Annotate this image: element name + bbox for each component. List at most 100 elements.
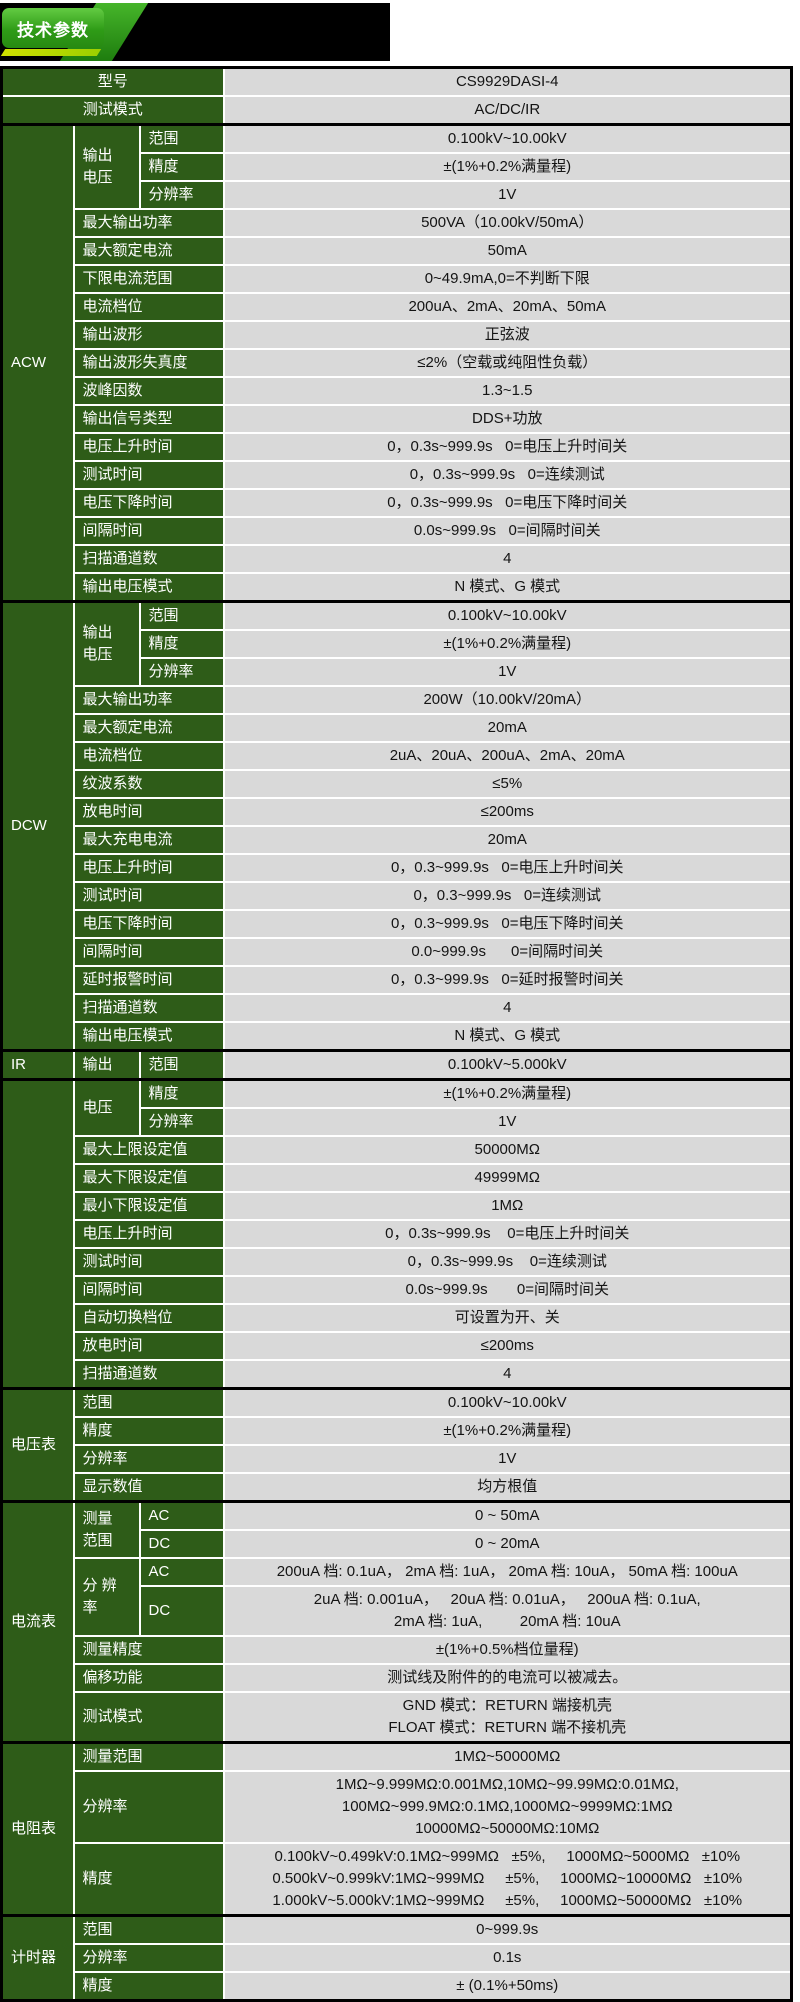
label-cell: 自动切换档位	[72, 1303, 225, 1333]
value-cell: 0，0.3~999.9s 0=连续测试	[222, 881, 793, 911]
label-cell: 精度	[138, 1078, 225, 1109]
label-cell: 扫描通道数	[72, 544, 225, 574]
table-row: 电流档位 2uA、20uA、200uA、2mA、20mA	[2, 741, 793, 771]
spec-table: 型号 CS9929DASI-4 测试模式 AC/DC/IR ACW 输出 电压 范围 0.10…	[0, 66, 793, 2002]
label-cell: 测试模式	[0, 95, 225, 126]
value-cell: ±(1%+0.5%档位量程)	[222, 1635, 793, 1665]
value-cell: 0.100kV~10.00kV	[222, 123, 793, 154]
label-cell: 电压下降时间	[72, 909, 225, 939]
value-cell: 0.0s~999.9s 0=间隔时间关	[222, 1275, 793, 1305]
value-cell: 50mA	[222, 236, 793, 266]
label-cell: 测量 范围	[72, 1500, 141, 1559]
group-cell: 电压表	[0, 1387, 75, 1503]
label-cell: 精度	[72, 1842, 225, 1917]
label-cell: 范围	[72, 1914, 225, 1945]
table-row: 精度 ±(1%+0.2%满量程)	[2, 629, 793, 659]
value-cell: 1V	[222, 657, 793, 687]
value-cell: 正弦波	[222, 320, 793, 350]
label-cell: 电流档位	[72, 741, 225, 771]
table-row: 分 辨 率 AC 200uA 档: 0.1uA， 2mA 档: 1uA， 20mA …	[2, 1557, 793, 1637]
table-row: 计时器 范围 0~999.9s	[0, 1914, 793, 2002]
value-cell: 50000MΩ	[222, 1135, 793, 1165]
table-row: 电压上升时间 0，0.3~999.9s 0=电压上升时间关	[2, 853, 793, 883]
banner-title: 技术参数	[17, 20, 89, 40]
table-row: 显示数值 均方根值	[2, 1472, 793, 1503]
value-cell: 200uA、2mA、20mA、50mA	[222, 292, 793, 322]
table-row: 波峰因数 1.3~1.5	[2, 376, 793, 406]
label-cell: 测试模式	[72, 1691, 225, 1744]
label-cell: 最大充电电流	[72, 825, 225, 855]
table-row: 分辨率 1V	[2, 1107, 793, 1137]
table-row: 扫描通道数 4	[2, 1359, 793, 1390]
label-cell: 电流档位	[72, 292, 225, 322]
label-cell: 测试时间	[72, 881, 225, 911]
value-cell: 1V	[222, 180, 793, 210]
value-cell: ±(1%+0.2%满量程)	[222, 1416, 793, 1446]
table-row: 自动切换档位 可设置为开、关	[2, 1303, 793, 1333]
label-cell: 最大上限设定值	[72, 1135, 225, 1165]
label-cell: 范围	[138, 1049, 225, 1081]
table-row: 分辨率 1V	[2, 1444, 793, 1474]
table-row: 电阻表 测量范围 1MΩ~50000MΩ	[0, 1741, 793, 1917]
table-row: 纹波系数 ≤5%	[2, 769, 793, 799]
table-row: 最大额定电流 50mA	[2, 236, 793, 266]
spec-table-body: 型号 CS9929DASI-4 测试模式 AC/DC/IR ACW 输出 电压 范围 0.10…	[0, 66, 793, 2002]
table-row: 电压上升时间 0，0.3s~999.9s 0=电压上升时间关	[2, 1219, 793, 1249]
label-cell: 精度	[72, 1971, 225, 2002]
value-cell: 4	[222, 544, 793, 574]
value-cell: 均方根值	[222, 1472, 793, 1503]
spec-sheet: 型号 CS9929DASI-4 测试模式 AC/DC/IR ACW 输出 电压 范围 0.10…	[0, 66, 793, 2002]
table-row: 电压表 范围 0.100kV~10.00kV	[0, 1387, 793, 1503]
table-row: 放电时间 ≤200ms	[2, 797, 793, 827]
value-cell: 0.0~999.9s 0=间隔时间关	[222, 937, 793, 967]
table-row: 精度 0.100kV~0.499kV:0.1MΩ~999MΩ ±5%, 1000M…	[2, 1842, 793, 1917]
value-cell: 20mA	[222, 825, 793, 855]
label-cell: 输出电压模式	[72, 572, 225, 603]
table-row: 分辨率 0.1s	[2, 1943, 793, 1973]
value-cell: ≤2%（空载或纯阻性负载）	[222, 348, 793, 378]
value-cell: ≤200ms	[222, 1331, 793, 1361]
table-row: 测量精度 ±(1%+0.5%档位量程)	[2, 1635, 793, 1665]
table-row: DCW 输出 电压 范围 0.100kV~10.00kV	[0, 600, 793, 1052]
table-row: 扫描通道数 4	[2, 993, 793, 1023]
value-cell: 0，0.3s~999.9s 0=电压下降时间关	[222, 488, 793, 518]
table-row: 分辨率 1V	[2, 657, 793, 687]
label-cell: 最大输出功率	[72, 685, 225, 715]
table-row: 间隔时间 0.0~999.9s 0=间隔时间关	[2, 937, 793, 967]
label-cell: 精度	[138, 629, 225, 659]
table-row: 间隔时间 0.0s~999.9s 0=间隔时间关	[2, 516, 793, 546]
value-cell: 0 ~ 50mA	[222, 1500, 793, 1531]
label-cell: DC	[138, 1529, 225, 1559]
table-row: 电流档位 200uA、2mA、20mA、50mA	[2, 292, 793, 322]
table-row: 最大上限设定值 50000MΩ	[2, 1135, 793, 1165]
table-row: 最大下限设定值 49999MΩ	[2, 1163, 793, 1193]
table-row: DC 2uA 档: 0.001uA， 20uA 档: 0.01uA， 200uA …	[2, 1585, 793, 1637]
table-row: 型号 CS9929DASI-4	[0, 66, 793, 97]
value-cell: ± (0.1%+50ms)	[222, 1971, 793, 2002]
label-cell: 分辨率	[72, 1943, 225, 1973]
value-cell: 可设置为开、关	[222, 1303, 793, 1333]
table-row: DC 0 ~ 20mA	[2, 1529, 793, 1559]
label-cell: 电压下降时间	[72, 488, 225, 518]
label-cell: 输出 电压	[72, 123, 141, 210]
value-cell: 4	[222, 1359, 793, 1390]
label-cell: 最大额定电流	[72, 713, 225, 743]
table-row: 测试模式 GND 模式：RETURN 端接机壳 FLOAT 模式：RETURN 端…	[2, 1691, 793, 1744]
value-cell: 1MΩ~50000MΩ	[222, 1741, 793, 1772]
group-cell: DCW	[0, 600, 75, 1052]
table-row: 电压下降时间 0，0.3s~999.9s 0=电压下降时间关	[2, 488, 793, 518]
value-cell: 0 ~ 20mA	[222, 1529, 793, 1559]
value-cell: ±(1%+0.2%满量程)	[222, 629, 793, 659]
label-cell: 最大输出功率	[72, 208, 225, 238]
value-cell: ≤5%	[222, 769, 793, 799]
label-cell: 输出波形失真度	[72, 348, 225, 378]
table-row: 电压上升时间 0，0.3s~999.9s 0=电压上升时间关	[2, 432, 793, 462]
value-cell: 0.100kV~10.00kV	[222, 600, 793, 631]
value-cell: 0~49.9mA,0=不判断下限	[222, 264, 793, 294]
value-cell: 49999MΩ	[222, 1163, 793, 1193]
label-cell: 精度	[72, 1416, 225, 1446]
table-row: 精度 ±(1%+0.2%满量程)	[2, 152, 793, 182]
value-cell: 1V	[222, 1107, 793, 1137]
value-cell: ±(1%+0.2%满量程)	[222, 152, 793, 182]
value-cell: N 模式、G 模式	[222, 572, 793, 603]
